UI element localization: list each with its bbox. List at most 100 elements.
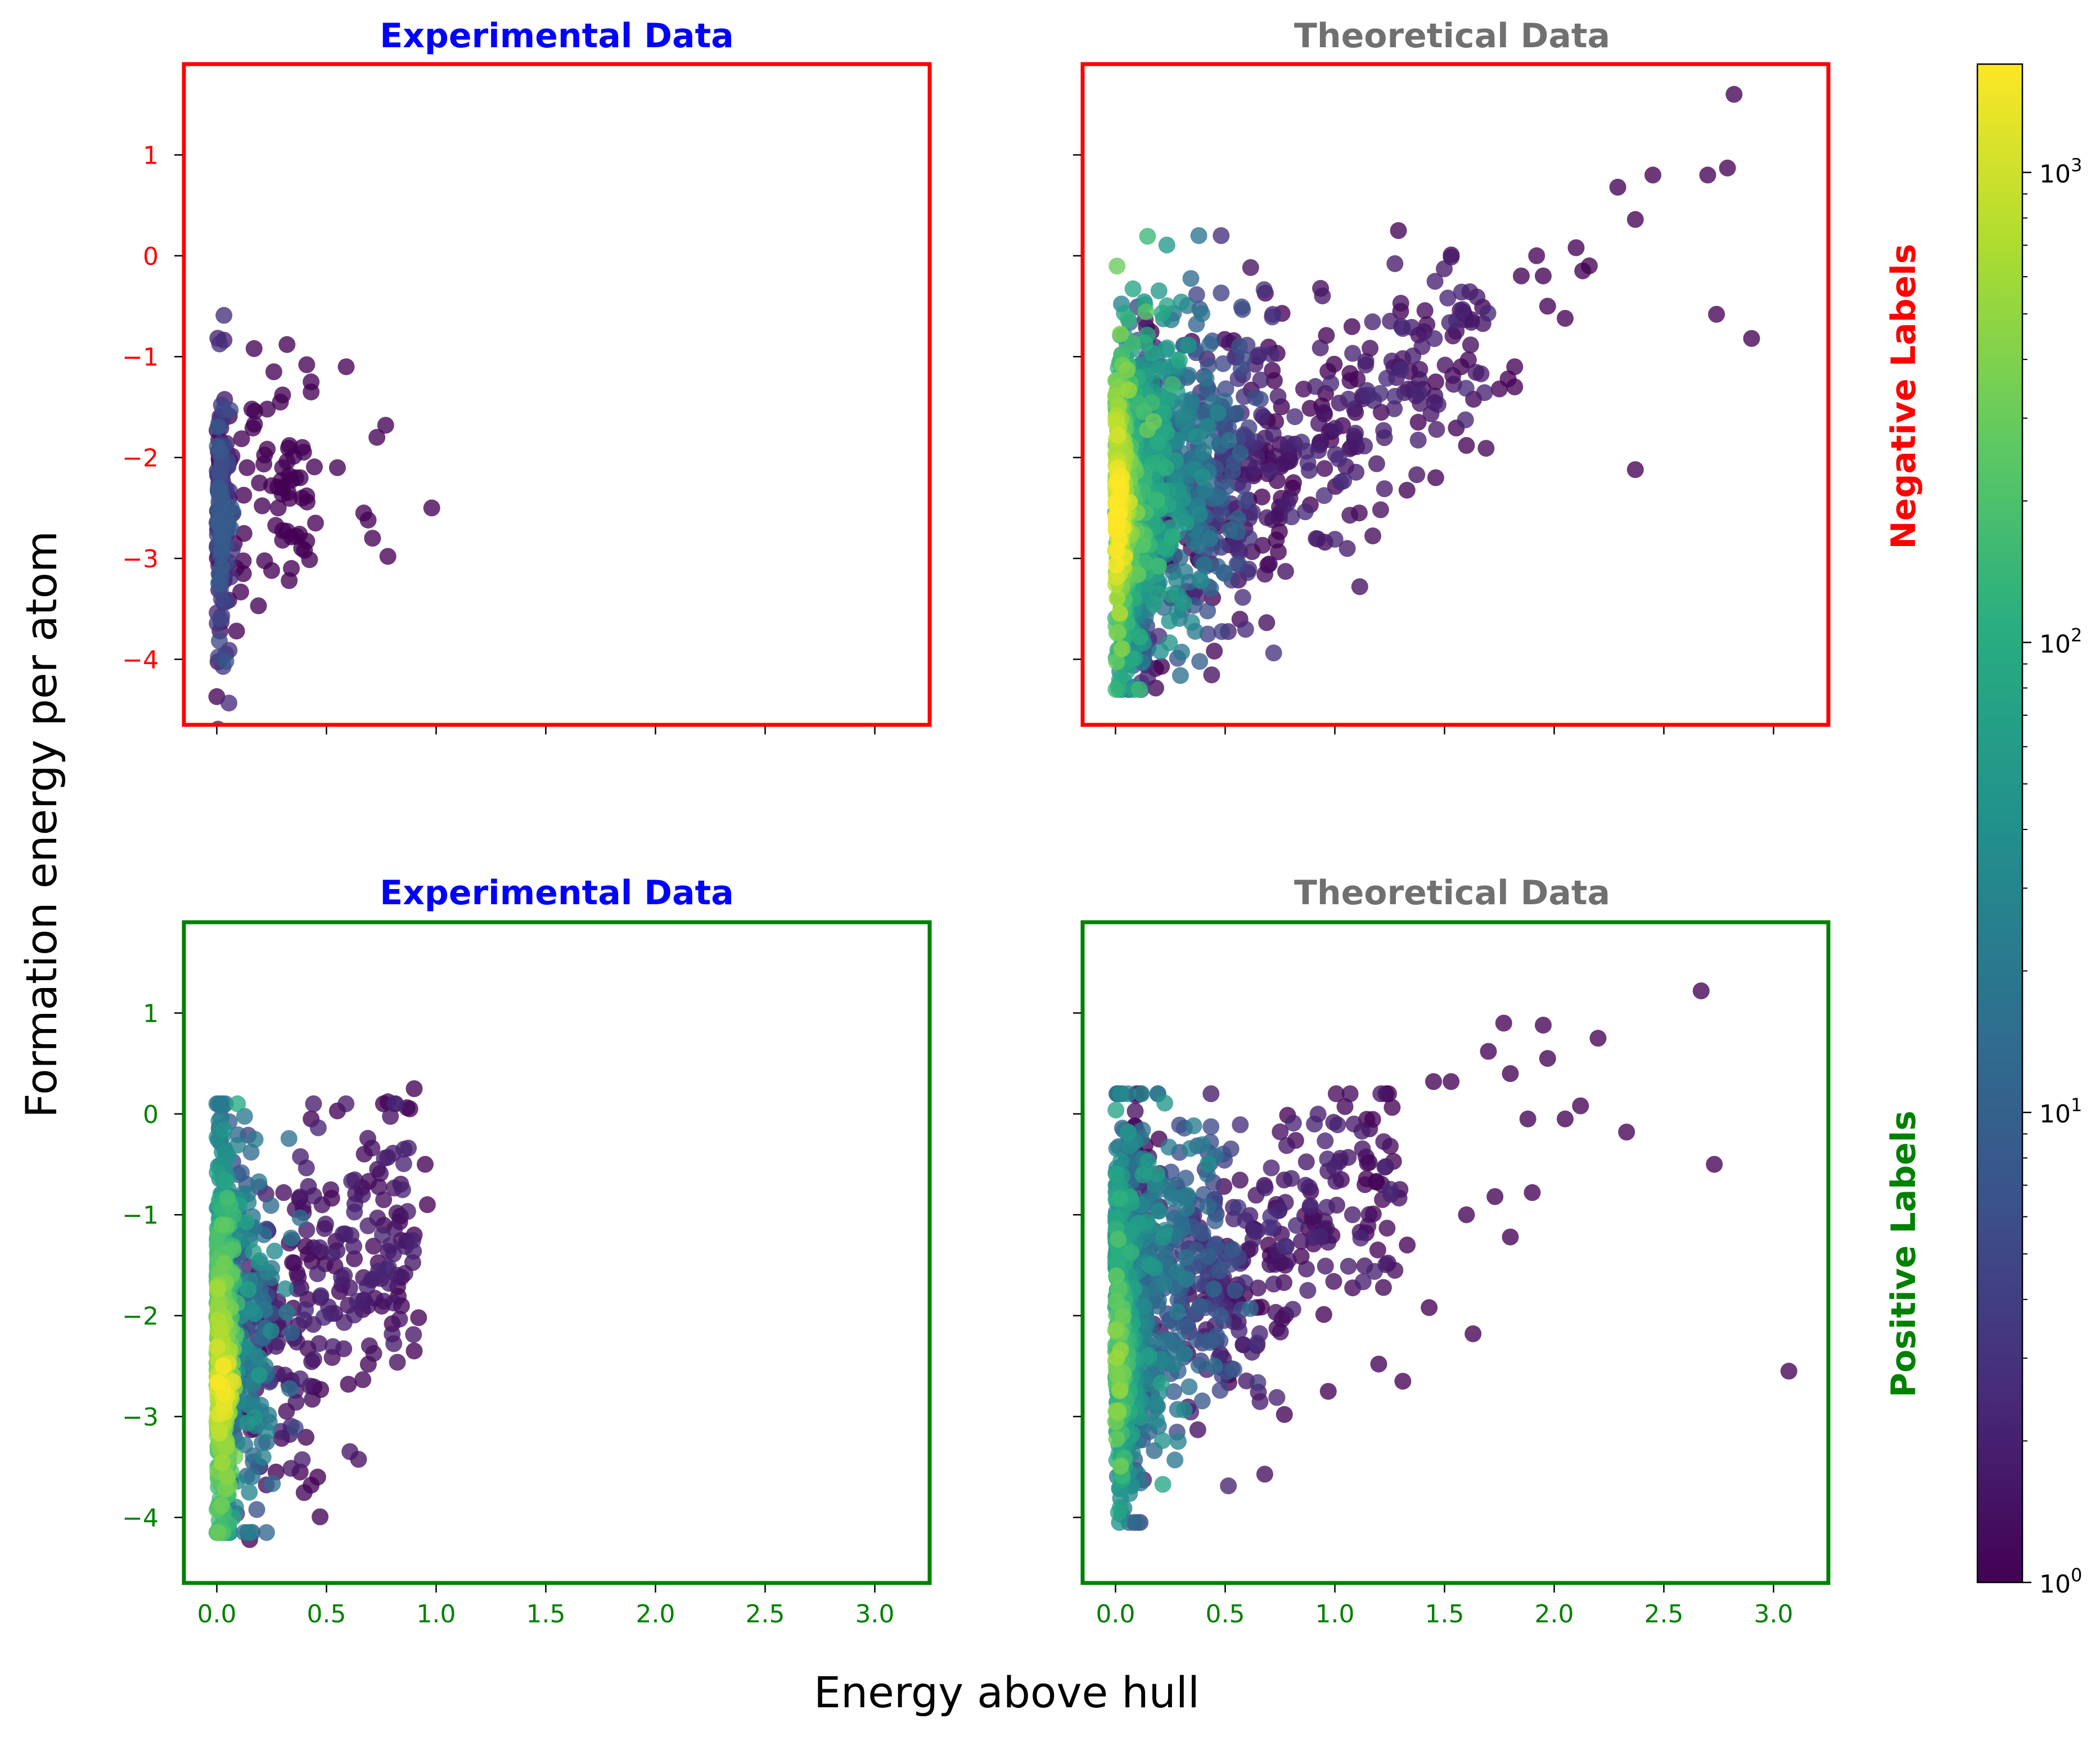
scatter-point (1364, 313, 1381, 331)
scatter-point (1644, 166, 1661, 184)
scatter-point (1458, 1206, 1475, 1224)
scatter-point (1211, 1262, 1228, 1280)
scatter-point (244, 1468, 261, 1485)
scatter-point (1278, 1137, 1295, 1154)
scatter-point (1408, 466, 1426, 484)
scatter-point (1719, 159, 1736, 177)
scatter-point (1228, 555, 1246, 572)
scatter-point (1426, 330, 1443, 348)
scatter-point (1699, 166, 1716, 184)
scatter-point (1206, 642, 1223, 660)
x-tick-label: 2.0 (1535, 1600, 1574, 1629)
scatter-point (1251, 1393, 1269, 1410)
scatter-point (215, 306, 233, 324)
scatter-point (1194, 468, 1211, 485)
scatter-point (209, 1281, 226, 1298)
scatter-point (1141, 1256, 1158, 1274)
scatter-points (208, 306, 440, 725)
scatter-point (259, 400, 276, 418)
scatter-point (1372, 385, 1389, 402)
scatter-point (1340, 1257, 1357, 1275)
scatter-point (1162, 1163, 1180, 1181)
scatter-point (1364, 527, 1381, 544)
scatter-point (1253, 406, 1270, 423)
y-tick-label: −4 (122, 646, 159, 674)
scatter-point (1375, 422, 1393, 439)
scatter-point (1394, 320, 1412, 337)
scatter-point (354, 1371, 372, 1388)
scatter-point (281, 572, 298, 589)
scatter-point (1426, 273, 1444, 290)
scatter-point (1209, 558, 1226, 575)
scatter-point (1249, 1374, 1267, 1391)
y-tick-label: 1 (143, 141, 159, 170)
x-tick-label: 1.5 (526, 1600, 566, 1629)
scatter-point (1139, 1153, 1157, 1170)
scatter-point (1409, 413, 1427, 431)
scatter-point (1392, 295, 1409, 312)
scatter-point (1618, 1124, 1635, 1141)
scatter-point (1196, 481, 1214, 498)
scatter-point (1225, 1361, 1242, 1378)
scatter-point (1213, 623, 1231, 641)
scatter-point (1224, 463, 1241, 480)
x-tick-label: 3.0 (855, 1600, 895, 1629)
scatter-point (1262, 462, 1279, 480)
scatter-point (292, 1148, 309, 1165)
y-tick-label: −3 (122, 1403, 159, 1432)
x-tick-label: 3.0 (1754, 1600, 1793, 1629)
scatter-point (418, 1196, 436, 1214)
scatter-point (1310, 442, 1327, 459)
scatter-point (1357, 357, 1375, 374)
scatter-point (346, 1203, 363, 1221)
scatter-point (405, 1326, 422, 1343)
scatter-point (1157, 1249, 1174, 1266)
panel-frame (182, 920, 932, 1585)
scatter-point (295, 1484, 313, 1501)
scatter-point (1486, 1188, 1504, 1205)
scatter-point (1254, 488, 1270, 506)
scatter-point (1344, 1206, 1361, 1224)
scatter-point (1491, 380, 1508, 398)
scatter-point (1108, 1255, 1126, 1272)
scatter-point (360, 1337, 378, 1355)
scatter-point (1232, 1116, 1249, 1134)
scatter-point (1234, 477, 1251, 494)
scatter-point (1201, 1334, 1219, 1351)
scatter-point (1158, 236, 1175, 254)
scatter-point (1301, 1197, 1319, 1215)
scatter-point (1214, 355, 1232, 372)
scatter-point (1626, 211, 1644, 228)
scatter-point (1107, 496, 1125, 513)
scatter-point (1156, 1094, 1174, 1112)
scatter-point (1112, 325, 1129, 342)
scatter-point (410, 1309, 427, 1327)
scatter-point (1299, 454, 1317, 471)
scatter-point (337, 358, 355, 376)
scatter-point (1480, 1043, 1497, 1060)
scatter-point (1131, 628, 1148, 646)
scatter-point (213, 1454, 231, 1472)
panel-title-top-left: Experimental Data (380, 16, 734, 56)
scatter-point (1145, 413, 1162, 430)
scatter-point (1296, 503, 1314, 521)
scatter-point (1191, 506, 1208, 523)
scatter-point (1159, 339, 1176, 357)
scatter-point (280, 1130, 298, 1147)
colorbar-tick-label: 101 (2039, 1094, 2082, 1129)
scatter-point (241, 1524, 259, 1541)
scatter-point (1111, 1190, 1129, 1207)
scatter-point (1519, 1110, 1536, 1127)
scatter-point (1780, 1363, 1797, 1380)
colorbar-tick-exponent: 3 (2071, 155, 2082, 176)
scatter-point (1191, 1298, 1209, 1315)
scatter-point (1217, 380, 1234, 398)
scatter-point (1263, 1159, 1280, 1176)
scatter-point (254, 497, 271, 515)
scatter-point (1171, 351, 1188, 369)
scatter-point (222, 499, 240, 516)
scatter-point (1319, 1383, 1337, 1400)
scatter-point (1108, 1431, 1125, 1447)
scatter-point (220, 694, 237, 712)
scatter-point (1107, 681, 1125, 698)
